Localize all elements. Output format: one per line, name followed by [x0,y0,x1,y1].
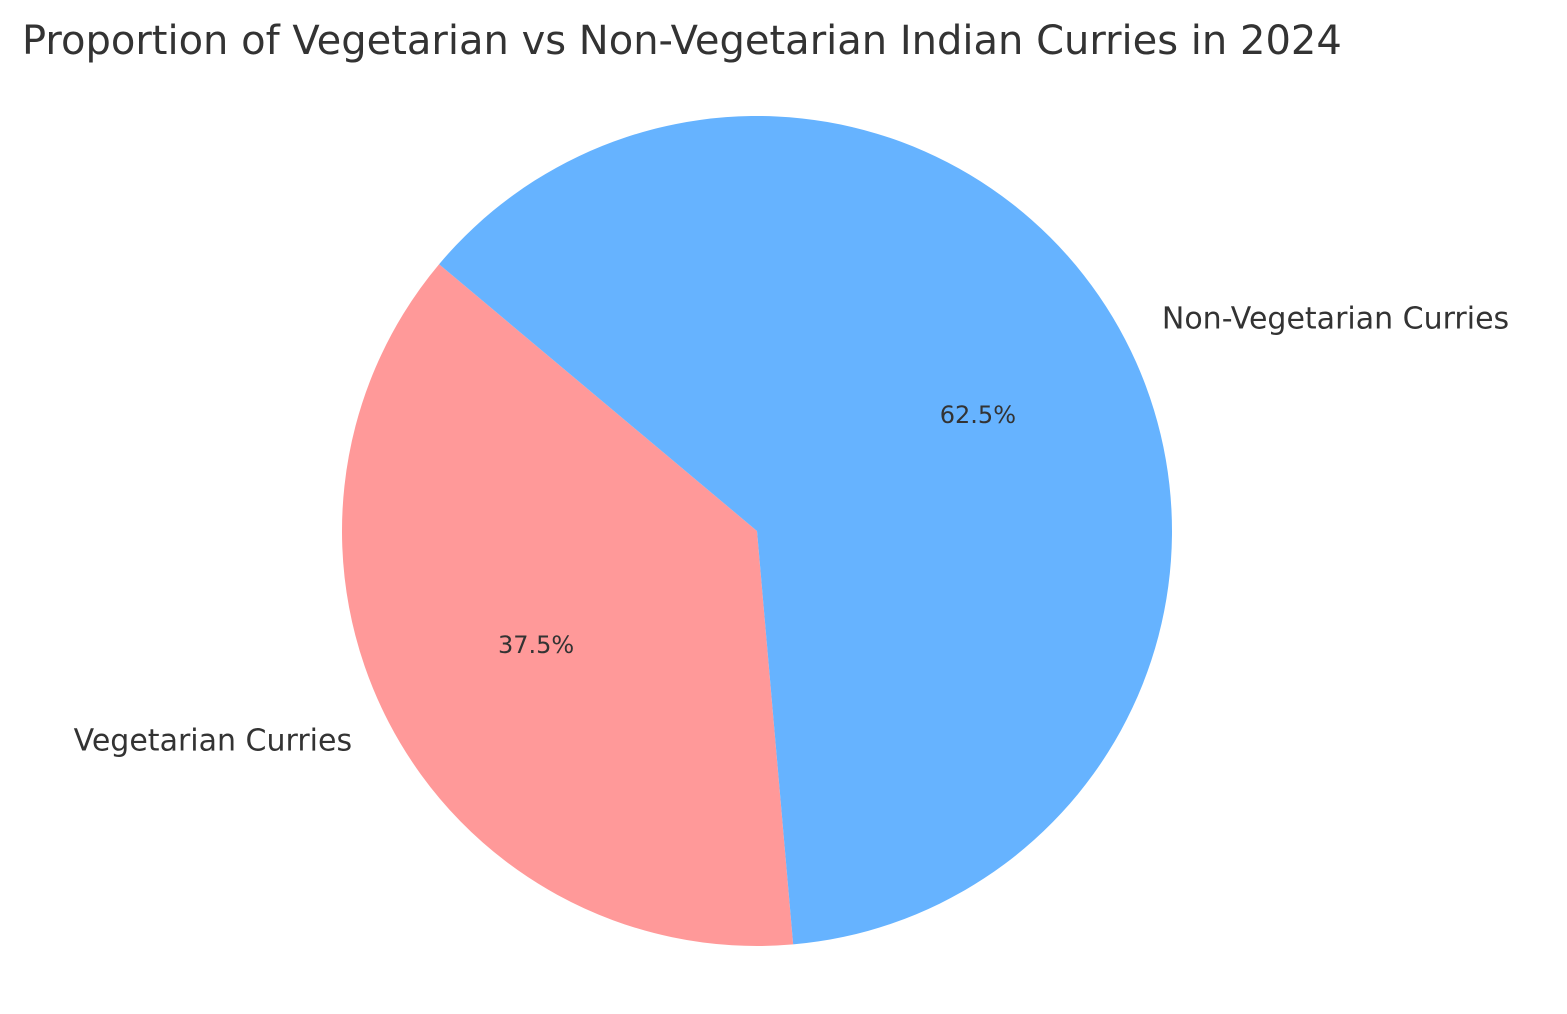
pie-slice-2 [439,115,1172,945]
chart-title: Proportion of Vegetarian vs Non-Vegetari… [22,18,1342,64]
slice-label-1: Vegetarian Curries [74,723,352,758]
slice-percent-2: 62.5% [940,401,1016,429]
slice-label-2: Non-Vegetarian Curries [1162,302,1509,337]
pie-slice-1 [341,264,794,946]
pie-labels: Vegetarian Curries 37.5% Non-Vegetarian Cu… [74,302,1510,759]
slice-percent-1: 37.5% [498,631,574,659]
pie-slices [341,115,1172,946]
